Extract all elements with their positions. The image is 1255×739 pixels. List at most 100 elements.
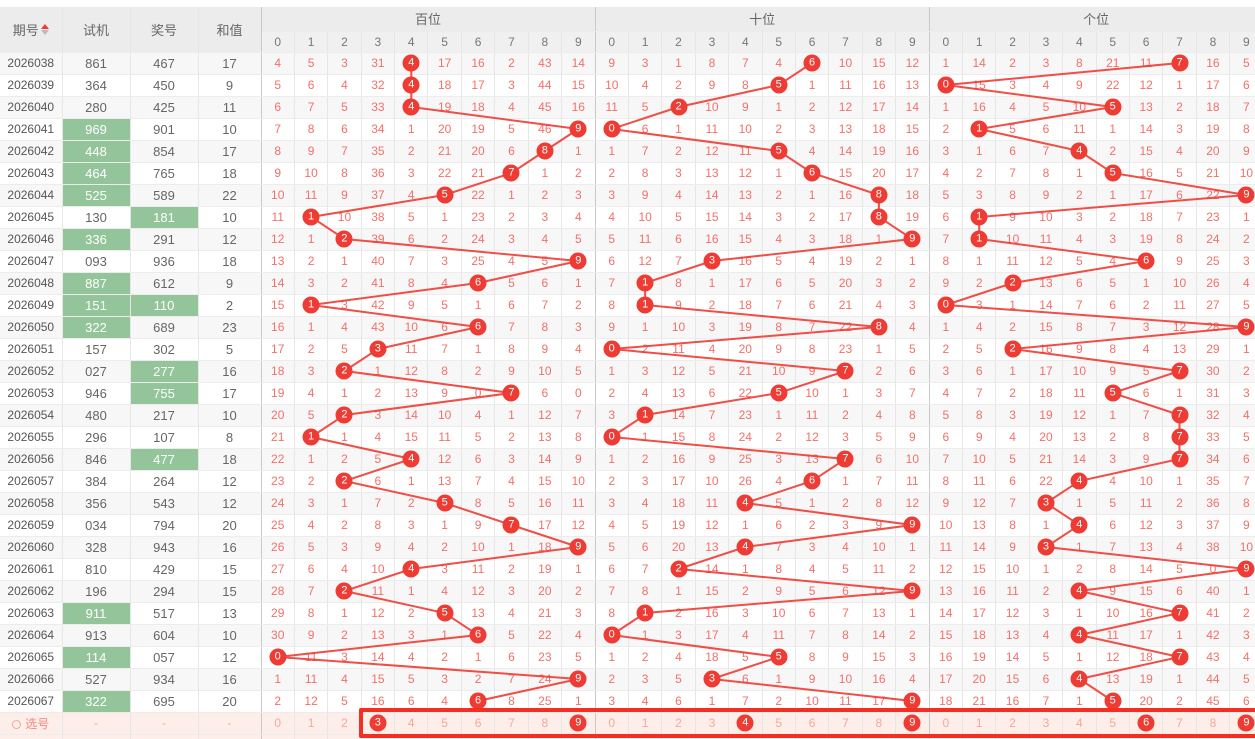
pick-row[interactable]: 选号---01233456789901234456789901234566789… bbox=[0, 712, 1255, 735]
pick-cell-bai-8[interactable]: 8 bbox=[528, 734, 563, 739]
pick-cell-shi-7[interactable]: 7 bbox=[828, 712, 863, 735]
col-header-shi-9[interactable]: 9 bbox=[895, 31, 930, 53]
pick-cell-ge-1[interactable]: 1 bbox=[962, 734, 997, 739]
col-header-bai-0[interactable]: 0 bbox=[261, 31, 295, 53]
pick-cell-bai-3[interactable]: 3 bbox=[361, 734, 396, 739]
pick-cell-shi-1[interactable]: 1 bbox=[628, 712, 663, 735]
table-row[interactable]: 2026046336291121210239622434551161615431… bbox=[0, 228, 1255, 251]
pick-row-label[interactable]: 选号 bbox=[0, 734, 63, 739]
col-header-shi-2[interactable]: 2 bbox=[661, 31, 696, 53]
table-row[interactable]: 2026064913604103092133106522400131741178… bbox=[0, 624, 1255, 647]
col-header-shi-1[interactable]: 1 bbox=[628, 31, 663, 53]
table-row[interactable]: 2026047093936181321407325450961270316541… bbox=[0, 250, 1255, 273]
table-row[interactable]: 2026044525589221011937405221233941413211… bbox=[0, 184, 1255, 207]
col-header-bai-5[interactable]: 5 bbox=[427, 31, 462, 53]
sort-icon[interactable] bbox=[40, 23, 49, 35]
pick-cell-ge-5[interactable]: 5 bbox=[1096, 734, 1130, 739]
pick-cell-bai-1[interactable]: 1 bbox=[294, 734, 329, 739]
pick-cell-shi-6[interactable]: 6 bbox=[795, 712, 830, 735]
pick-cell-shi-3[interactable]: 3 bbox=[695, 712, 730, 735]
col-header-bai-8[interactable]: 8 bbox=[528, 31, 563, 53]
pick-cell-ge-9[interactable]: 99 bbox=[1229, 712, 1255, 735]
col-header-shi-8[interactable]: 8 bbox=[862, 31, 897, 53]
pick-cell-bai-6[interactable]: 6 bbox=[461, 712, 496, 735]
table-row[interactable]: 2026059034794202542831907171245191216239… bbox=[0, 514, 1255, 537]
pick-cell-bai-2[interactable]: 2 bbox=[327, 712, 362, 735]
pick-cell-bai-8[interactable]: 8 bbox=[528, 712, 563, 735]
col-header-bai-4[interactable]: 4 bbox=[394, 31, 429, 53]
col-header-ge-9[interactable]: 9 bbox=[1229, 31, 1255, 53]
table-row[interactable]: 2026054480217102050231410411273011472311… bbox=[0, 404, 1255, 427]
col-header-shi-5[interactable]: 5 bbox=[762, 31, 796, 53]
pick-cell-ge-3[interactable]: 3 bbox=[1029, 712, 1064, 735]
pick-cell-bai-4[interactable]: 4 bbox=[394, 712, 429, 735]
pick-cell-ge-9[interactable]: 9 bbox=[1229, 734, 1255, 739]
pick-cell-shi-0[interactable]: 0 bbox=[595, 712, 629, 735]
table-row[interactable]: 2026056846477182212504126314912169253130… bbox=[0, 448, 1255, 471]
col-header-ge-1[interactable]: 1 bbox=[962, 31, 997, 53]
col-header-bai-2[interactable]: 2 bbox=[327, 31, 362, 53]
col-header-ge-4[interactable]: 4 bbox=[1062, 31, 1097, 53]
table-row[interactable]: 2026052027277161830211282910513125211090… bbox=[0, 360, 1255, 383]
col-header-test[interactable]: 试机 bbox=[62, 7, 131, 53]
pick-cell-ge-7[interactable]: 7 bbox=[1162, 712, 1197, 735]
pick-cell-shi-4[interactable]: 4 bbox=[728, 734, 763, 739]
col-header-bai-1[interactable]: 1 bbox=[294, 31, 329, 53]
pick-cell-shi-2[interactable]: 2 bbox=[661, 734, 696, 739]
col-header-sum[interactable]: 和值 bbox=[198, 7, 262, 53]
table-row[interactable]: 2026045130181101101103851232344105151432… bbox=[0, 206, 1255, 229]
col-header-ge-2[interactable]: 2 bbox=[995, 31, 1030, 53]
col-header-ge-8[interactable]: 8 bbox=[1196, 31, 1231, 53]
pick-cell-ge-1[interactable]: 1 bbox=[962, 712, 997, 735]
pick-cell-ge-2[interactable]: 2 bbox=[995, 734, 1030, 739]
table-row[interactable]: 2026063911517132981122051342138012163106… bbox=[0, 602, 1255, 625]
pick-row-label[interactable]: 选号 bbox=[0, 712, 63, 735]
table-row[interactable]: 2026042448854178973522120608117212110541… bbox=[0, 140, 1255, 163]
pick-cell-bai-0[interactable]: 0 bbox=[261, 734, 295, 739]
pick-cell-bai-6[interactable]: 6 bbox=[461, 734, 496, 739]
pick-cell-shi-3[interactable]: 3 bbox=[695, 734, 730, 739]
table-row[interactable]: 2026065114057120011314421623512418505891… bbox=[0, 646, 1255, 669]
pick-cell-ge-5[interactable]: 5 bbox=[1096, 712, 1130, 735]
table-row[interactable]: 2026061810429152764100431121916702141845… bbox=[0, 558, 1255, 581]
table-row[interactable]: 2026057384264122320261137415102317102640… bbox=[0, 470, 1255, 493]
pick-cell-ge-8[interactable]: 8 bbox=[1196, 712, 1231, 735]
pick-cell-shi-9[interactable]: 99 bbox=[895, 712, 930, 735]
pick-cell-shi-7[interactable]: 7 bbox=[828, 734, 863, 739]
table-row[interactable]: 2026058356543122431720585161134181104512… bbox=[0, 492, 1255, 515]
pick-cell-bai-7[interactable]: 7 bbox=[494, 712, 529, 735]
pick-cell-bai-9[interactable]: 9 bbox=[561, 734, 596, 739]
pick-cell-bai-5[interactable]: 5 bbox=[427, 712, 462, 735]
pick-cell-bai-3[interactable]: 33 bbox=[361, 712, 396, 735]
pick-cell-shi-2[interactable]: 2 bbox=[661, 712, 696, 735]
table-row[interactable]: 2026048887612914324184065617018117652032… bbox=[0, 272, 1255, 295]
col-header-bai-3[interactable]: 3 bbox=[361, 31, 396, 53]
radio-icon[interactable] bbox=[12, 719, 22, 729]
pick-cell-shi-1[interactable]: 1 bbox=[628, 734, 663, 739]
table-row[interactable]: 2026050322689231614431060678391103198722… bbox=[0, 316, 1255, 339]
col-header-ge-3[interactable]: 3 bbox=[1029, 31, 1064, 53]
col-header-shi-3[interactable]: 3 bbox=[695, 31, 730, 53]
pick-cell-bai-0[interactable]: 0 bbox=[261, 712, 295, 735]
table-row[interactable]: 2026038861467174533104171624314931874061… bbox=[0, 52, 1255, 75]
pick-cell-bai-9[interactable]: 99 bbox=[561, 712, 596, 735]
pick-cell-ge-8[interactable]: 8 bbox=[1196, 734, 1231, 739]
pick-cell-shi-8[interactable]: 8 bbox=[862, 712, 897, 735]
col-header-shi-4[interactable]: 4 bbox=[728, 31, 763, 53]
col-header-ge-7[interactable]: 7 bbox=[1162, 31, 1197, 53]
pick-cell-shi-5[interactable]: 5 bbox=[762, 712, 796, 735]
table-row[interactable]: 2026051157302517250311718940021142098231… bbox=[0, 338, 1255, 361]
pick-cell-bai-5[interactable]: 5 bbox=[427, 734, 462, 739]
pick-cell-shi-0[interactable]: 0 bbox=[595, 734, 629, 739]
col-header-bai-7[interactable]: 7 bbox=[494, 31, 529, 53]
table-row[interactable]: 2026053946755171941213901176024136220510… bbox=[0, 382, 1255, 405]
col-header-issue[interactable]: 期号 bbox=[0, 7, 63, 53]
table-row[interactable]: 2026066527934161114155327240923503619101… bbox=[0, 668, 1255, 691]
table-row[interactable]: 2026049151110215013429516728019218762143… bbox=[0, 294, 1255, 317]
col-header-ge-5[interactable]: 5 bbox=[1096, 31, 1130, 53]
pick-cell-bai-7[interactable]: 7 bbox=[494, 734, 529, 739]
pick-cell-shi-6[interactable]: 6 bbox=[795, 734, 830, 739]
table-row[interactable]: 2026060328943162653942101180956201304734… bbox=[0, 536, 1255, 559]
pick-cell-ge-7[interactable]: 7 bbox=[1162, 734, 1197, 739]
